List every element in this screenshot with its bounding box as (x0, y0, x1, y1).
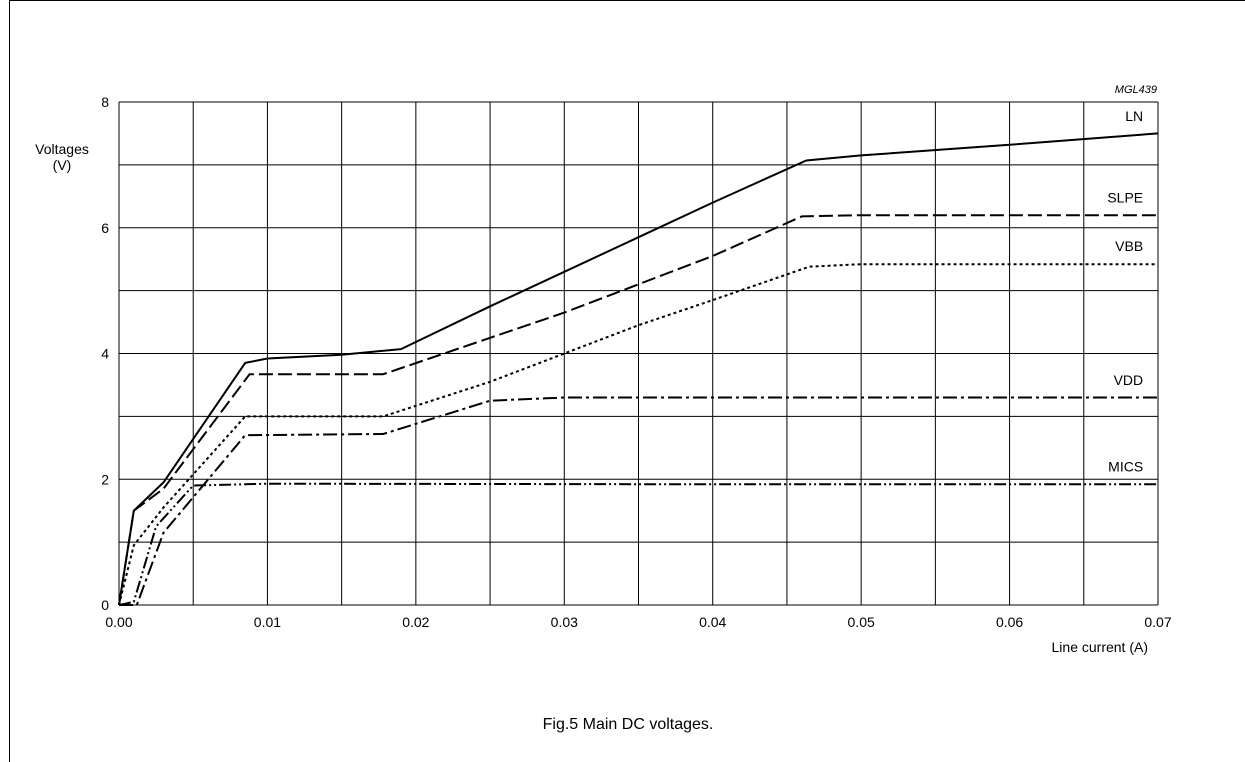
series-line-slpe (118, 214, 1158, 606)
x-tick-label: 0.07 (1144, 614, 1171, 630)
y-axis-label-line1: Voltages (35, 141, 89, 157)
y-tick-label: 8 (101, 94, 109, 110)
figure-code: MGL439 (1115, 84, 1157, 96)
page-border (9, 0, 1245, 762)
series-label-vbb: VBB (1115, 238, 1143, 254)
series-label-mics: MICS (1108, 459, 1143, 475)
y-axis-label-line2: (V) (53, 157, 72, 173)
y-tick-label: 0 (101, 597, 109, 613)
series-lines (118, 132, 1159, 606)
series-label-vdd: VDD (1114, 372, 1144, 388)
figure-caption: Fig.5 Main DC voltages. (543, 716, 714, 733)
y-tick-labels: 0 2 4 6 8 (101, 94, 109, 613)
series-line-vbb (118, 263, 1158, 606)
x-tick-label: 0.05 (848, 614, 875, 630)
series-labels: LN SLPE VBB VDD MICS (1107, 108, 1143, 475)
grid (118, 101, 1159, 606)
x-tick-label: 0.04 (699, 614, 726, 630)
series-line-mics (118, 482, 1158, 606)
series-line-vdd (119, 396, 1158, 606)
y-tick-label: 2 (101, 471, 109, 487)
x-axis-label: Line current (A) (1052, 639, 1148, 655)
series-label-slpe: SLPE (1107, 190, 1143, 206)
x-tick-label: 0.03 (551, 614, 578, 630)
x-tick-label: 0.02 (402, 614, 429, 630)
x-tick-label: 0.00 (105, 614, 132, 630)
y-tick-label: 4 (101, 346, 109, 362)
x-tick-labels: 0.00 0.01 0.02 0.03 0.04 0.05 0.06 0.07 (105, 614, 1171, 630)
series-line-ln (118, 132, 1159, 606)
series-label-ln: LN (1125, 108, 1143, 124)
x-tick-label: 0.01 (254, 614, 281, 630)
y-tick-label: 6 (101, 220, 109, 236)
x-tick-label: 0.06 (996, 614, 1023, 630)
chart: 0.00 0.01 0.02 0.03 0.04 0.05 0.06 0.07 0 2 4 6 8 L… (35, 94, 1172, 655)
